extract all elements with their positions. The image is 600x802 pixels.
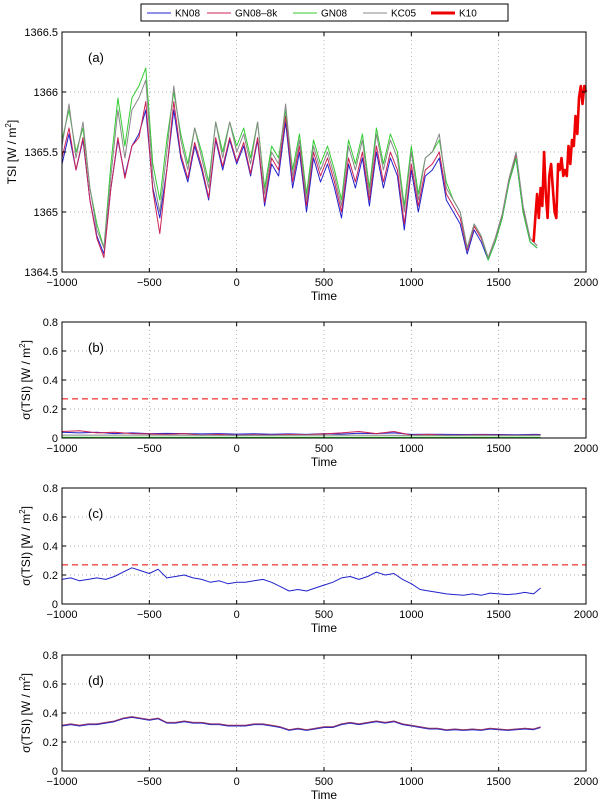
y-axis-label-end: ] bbox=[19, 673, 33, 676]
series-line-k10 bbox=[532, 84, 588, 243]
x-tick-label: 2000 bbox=[574, 609, 598, 621]
x-tick-label: −1000 bbox=[47, 277, 78, 289]
y-tick-label: 0.8 bbox=[43, 650, 58, 662]
panel-d: −1000 −500 0 500 1000 1500 2000 0 0.2 0.4 0.6 0.8 Ti… bbox=[18, 650, 598, 802]
x-tick-label: 1000 bbox=[399, 443, 423, 455]
y-axis-label-end: ] bbox=[19, 340, 33, 343]
plot-area bbox=[62, 322, 586, 438]
legend-label: KC05 bbox=[391, 9, 416, 20]
x-tick-label: −1000 bbox=[47, 776, 78, 788]
x-tick-label: −500 bbox=[137, 277, 162, 289]
x-axis-label: Time bbox=[311, 289, 338, 303]
series-line-gn08-8k bbox=[61, 716, 541, 731]
panel-a: −1000 −500 0 500 1000 1500 2000 1364.5 1365 1365.… bbox=[4, 27, 598, 303]
x-tick-label: 500 bbox=[315, 277, 333, 289]
x-tick-label: 1500 bbox=[486, 609, 510, 621]
y-axis-label-main: σ(TSI) [W / m bbox=[19, 348, 33, 420]
panel-b: −1000 −500 0 500 1000 1500 2000 0 0.2 0.4 0.6 0.8 Ti… bbox=[18, 317, 598, 469]
x-tick-label: 1000 bbox=[399, 776, 423, 788]
plot-area bbox=[62, 655, 586, 771]
panel-label: (a) bbox=[88, 50, 104, 65]
y-tick-label: 0.4 bbox=[43, 375, 58, 387]
svg-text:TSI [W / m2]: TSI [W / m2] bbox=[4, 120, 19, 184]
panel-c: −1000 −500 0 500 1000 1500 2000 0 0.2 0.4 0.6 0.8 Ti… bbox=[18, 483, 598, 635]
y-tick-label: 1365 bbox=[34, 207, 58, 219]
svg-text:σ(TSI) [W / m2]: σ(TSI) [W / m2] bbox=[18, 506, 33, 586]
x-tick-label: −1000 bbox=[47, 609, 78, 621]
x-tick-label: 0 bbox=[234, 776, 240, 788]
x-tick-label: 2000 bbox=[574, 443, 598, 455]
y-tick-label: 0.6 bbox=[43, 679, 58, 691]
x-tick-label: 2000 bbox=[574, 277, 598, 289]
x-axis-label: Time bbox=[311, 788, 338, 802]
x-tick-label: 2000 bbox=[574, 776, 598, 788]
y-tick-label: 1366.5 bbox=[24, 27, 58, 39]
x-tick-label: 0 bbox=[234, 443, 240, 455]
svg-text:σ(TSI) [W / m2]: σ(TSI) [W / m2] bbox=[18, 340, 33, 420]
series-line-gn08-8k bbox=[61, 101, 538, 259]
legend-box bbox=[140, 3, 509, 22]
y-tick-label: 0.2 bbox=[43, 570, 58, 582]
y-axis-label: σ(TSI) [W / m2] bbox=[18, 673, 33, 753]
x-tick-label: 1500 bbox=[486, 776, 510, 788]
y-axis-label-sup: 2 bbox=[18, 676, 27, 681]
x-axis-label: Time bbox=[311, 455, 338, 469]
plot-area bbox=[62, 488, 586, 604]
legend-label: GN08–8k bbox=[235, 9, 278, 20]
y-tick-label: 0.2 bbox=[43, 737, 58, 749]
y-tick-label: 0.2 bbox=[43, 404, 58, 416]
y-axis-label-sup: 2 bbox=[18, 343, 27, 348]
y-tick-label: 1365.5 bbox=[24, 147, 58, 159]
x-tick-label: 500 bbox=[315, 776, 333, 788]
y-tick-label: 0.8 bbox=[43, 483, 58, 495]
y-axis-label-end: ] bbox=[19, 506, 33, 509]
y-tick-label: 0.4 bbox=[43, 541, 58, 553]
y-axis-label-main: σ(TSI) [W / m bbox=[19, 681, 33, 753]
y-axis-label-main: σ(TSI) [W / m bbox=[19, 514, 33, 586]
x-tick-label: −1000 bbox=[47, 443, 78, 455]
x-tick-label: −500 bbox=[137, 443, 162, 455]
y-tick-label: 0.4 bbox=[43, 708, 58, 720]
y-tick-label: 0 bbox=[52, 433, 58, 445]
panel-label: (b) bbox=[88, 340, 104, 355]
series-line-kn08 bbox=[61, 567, 541, 596]
x-tick-label: 1000 bbox=[399, 277, 423, 289]
x-tick-label: −500 bbox=[137, 609, 162, 621]
x-axis-label: Time bbox=[311, 621, 338, 635]
y-axis-label: σ(TSI) [W / m2] bbox=[18, 506, 33, 586]
x-tick-label: 1000 bbox=[399, 609, 423, 621]
y-axis-label-sup: 2 bbox=[18, 509, 27, 514]
y-axis-label: TSI [W / m2] bbox=[4, 120, 19, 184]
y-tick-label: 0 bbox=[52, 599, 58, 611]
x-tick-label: 0 bbox=[234, 609, 240, 621]
x-tick-label: 500 bbox=[315, 609, 333, 621]
x-tick-label: 500 bbox=[315, 443, 333, 455]
legend-label: GN08 bbox=[321, 9, 348, 20]
y-tick-label: 0.6 bbox=[43, 346, 58, 358]
x-tick-label: 1500 bbox=[486, 443, 510, 455]
y-tick-label: 1366 bbox=[34, 87, 58, 99]
legend-label: KN08 bbox=[175, 9, 200, 20]
x-tick-label: −500 bbox=[137, 776, 162, 788]
svg-text:σ(TSI) [W / m2]: σ(TSI) [W / m2] bbox=[18, 673, 33, 753]
y-axis-label-end: ] bbox=[5, 120, 19, 123]
panel-label: (d) bbox=[88, 673, 104, 688]
x-tick-label: 1500 bbox=[486, 277, 510, 289]
series-line-kn08 bbox=[61, 716, 541, 731]
chart-panels: −1000 −500 0 500 1000 1500 20001364.513651365.… bbox=[4, 27, 598, 802]
y-axis-label: σ(TSI) [W / m2] bbox=[18, 340, 33, 420]
y-tick-label: 0.6 bbox=[43, 512, 58, 524]
y-tick-label: 0 bbox=[52, 766, 58, 778]
x-tick-label: 0 bbox=[234, 277, 240, 289]
y-axis-label-main: TSI [W / m bbox=[5, 128, 19, 185]
y-tick-label: 0.8 bbox=[43, 317, 58, 329]
y-axis-label-sup: 2 bbox=[4, 123, 13, 128]
legend-label: K10 bbox=[459, 9, 477, 20]
legend: KN08 GN08–8k GN08 KC05 K10 bbox=[140, 3, 509, 22]
y-tick-label: 1364.5 bbox=[24, 267, 58, 279]
series-line-kc05 bbox=[61, 79, 538, 259]
panel-label: (c) bbox=[88, 506, 103, 521]
